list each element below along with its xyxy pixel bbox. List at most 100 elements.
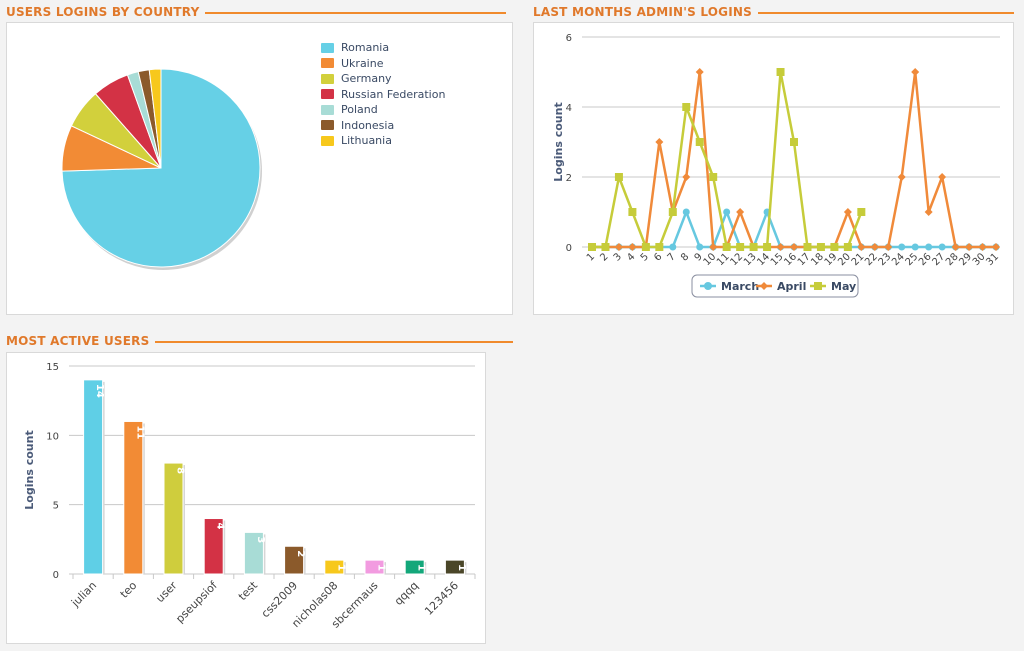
legend-item-romania[interactable]: Romania <box>321 41 389 54</box>
data-point-may[interactable] <box>655 243 664 251</box>
data-point-april[interactable] <box>951 243 960 251</box>
data-point-may[interactable] <box>857 208 866 216</box>
country-pie-panel: Romania Ukraine Germany Russian Federation P… <box>6 22 513 315</box>
bar-123456[interactable] <box>444 559 465 575</box>
legend-label-april[interactable]: April <box>777 280 806 293</box>
data-point-april[interactable] <box>736 208 745 216</box>
bar-value-label: 1 <box>376 564 387 571</box>
data-point-may[interactable] <box>682 103 691 111</box>
legend-marker-march <box>704 282 712 290</box>
country-section-header: USERS LOGINS BY COUNTRY <box>6 5 506 19</box>
data-point-may[interactable] <box>588 243 596 251</box>
data-point-march[interactable] <box>911 243 919 251</box>
data-point-april[interactable] <box>614 243 623 251</box>
x-tick-label: 8 <box>679 251 691 263</box>
legend-swatch <box>321 135 334 146</box>
y-tick-label: 4 <box>566 103 572 114</box>
data-point-may[interactable] <box>614 173 623 181</box>
data-point-april[interactable] <box>924 208 933 216</box>
legend-item-ukraine[interactable]: Ukraine <box>321 57 383 70</box>
data-point-march[interactable] <box>925 243 933 251</box>
legend-item-poland[interactable]: Poland <box>321 103 378 116</box>
x-tick-label: 31 <box>984 251 1001 268</box>
data-point-march[interactable] <box>898 243 906 251</box>
bar-teo[interactable] <box>123 420 144 575</box>
data-point-march[interactable] <box>682 208 690 216</box>
data-point-april[interactable] <box>655 138 664 146</box>
pie-slice-lithuania[interactable] <box>148 68 162 169</box>
bar-test[interactable] <box>243 531 264 575</box>
y-tick-label: 6 <box>566 33 572 44</box>
data-point-april[interactable] <box>911 68 920 76</box>
legend-swatch <box>321 89 334 99</box>
data-point-may[interactable] <box>695 138 704 146</box>
legend-label-march[interactable]: March <box>721 280 759 293</box>
data-point-march[interactable] <box>723 208 731 216</box>
data-point-may[interactable] <box>641 243 650 251</box>
bar-value-label: 11 <box>134 425 145 439</box>
legend-label-may[interactable]: May <box>831 280 856 293</box>
x-category-label: qqqq <box>392 579 421 608</box>
bar-value-label: 1 <box>416 564 427 571</box>
data-point-april[interactable] <box>682 173 691 181</box>
admin-section-title: LAST MONTHS ADMIN'S LOGINS <box>533 5 752 19</box>
data-point-may[interactable] <box>668 208 677 216</box>
data-point-april[interactable] <box>938 173 947 181</box>
data-point-may[interactable] <box>776 68 785 76</box>
data-point-may[interactable] <box>736 243 745 251</box>
data-point-april[interactable] <box>790 243 798 251</box>
data-point-april[interactable] <box>870 243 879 251</box>
data-point-may[interactable] <box>749 243 758 251</box>
data-point-april[interactable] <box>978 243 987 251</box>
data-point-may[interactable] <box>709 173 718 181</box>
y-tick-label: 2 <box>566 173 572 184</box>
data-point-may[interactable] <box>830 243 839 251</box>
bar-user[interactable] <box>163 462 184 575</box>
bar-qqqq[interactable] <box>404 559 425 575</box>
data-point-may[interactable] <box>803 243 812 251</box>
y-tick-label: 5 <box>53 501 59 512</box>
data-point-april[interactable] <box>843 208 852 216</box>
data-point-april[interactable] <box>709 243 718 251</box>
data-point-april[interactable] <box>992 243 1000 251</box>
title-rule <box>758 11 1014 14</box>
y-tick-label: 0 <box>566 243 572 254</box>
data-point-may[interactable] <box>601 243 610 251</box>
data-point-may[interactable] <box>790 138 798 146</box>
bar-nicholas08[interactable] <box>324 559 345 575</box>
data-point-march[interactable] <box>696 243 704 251</box>
legend-marker-may <box>814 282 822 290</box>
data-point-april[interactable] <box>857 243 866 251</box>
country-section-title: USERS LOGINS BY COUNTRY <box>6 5 200 19</box>
data-point-april[interactable] <box>776 243 785 251</box>
data-point-may[interactable] <box>816 243 825 251</box>
x-tick-label: 6 <box>652 251 664 263</box>
x-tick-label: 3 <box>612 251 624 263</box>
bar-css2009[interactable] <box>284 545 305 575</box>
data-point-april[interactable] <box>965 243 974 251</box>
bar-value-label: 4 <box>215 523 226 530</box>
bar-sbcermaus[interactable] <box>364 559 385 575</box>
data-point-april[interactable] <box>884 243 893 251</box>
legend-item-lithuania[interactable]: Lithuania <box>321 134 392 147</box>
country-pie-chart <box>61 68 262 270</box>
data-point-may[interactable] <box>722 243 731 251</box>
data-point-may[interactable] <box>628 208 637 216</box>
data-point-march[interactable] <box>669 243 677 251</box>
users-section-title: MOST ACTIVE USERS <box>6 334 150 348</box>
data-point-march[interactable] <box>938 243 946 251</box>
legend-item-russian-federation[interactable]: Russian Federation <box>321 88 445 101</box>
legend-item-indonesia[interactable]: Indonesia <box>321 119 394 132</box>
data-point-april[interactable] <box>897 173 906 181</box>
bar-pseupsiof[interactable] <box>203 518 224 575</box>
bar-julian[interactable] <box>83 379 104 575</box>
bar-value-label: 8 <box>175 467 186 474</box>
data-point-april[interactable] <box>628 243 637 251</box>
data-point-may[interactable] <box>763 243 772 251</box>
legend-item-germany[interactable]: Germany <box>321 72 392 85</box>
series-line-april <box>592 70 996 249</box>
data-point-may[interactable] <box>843 243 852 251</box>
data-point-april[interactable] <box>695 68 704 76</box>
